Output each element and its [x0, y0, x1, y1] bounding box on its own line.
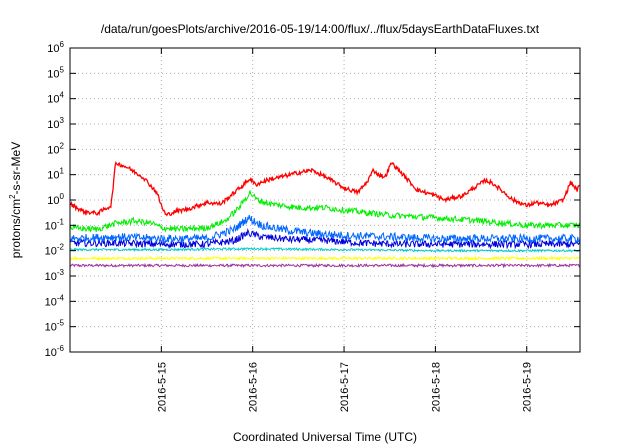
y-tick-label: 102 [47, 141, 64, 156]
y-tick-label: 100 [47, 192, 64, 207]
x-tick-label: 2016-5-17 [339, 362, 351, 412]
y-tick-label: 10-4 [45, 293, 65, 308]
series-line-1 [69, 190, 581, 233]
series-lines [69, 160, 581, 269]
y-tick-label: 104 [47, 91, 64, 106]
y-tick-label: 106 [47, 40, 64, 55]
y-tick-label: 10-2 [45, 243, 65, 258]
axis-ticks: 106 105 104 103 102 101 100 10-1 10-2 10-3 10-4 10-… [45, 40, 580, 412]
series-line-6 [69, 262, 580, 269]
y-tick-label: 10-5 [45, 319, 65, 334]
series-line-3 [69, 228, 581, 250]
series-line-5 [69, 255, 581, 262]
series-line-4 [69, 246, 581, 253]
y-tick-label: 101 [47, 167, 64, 182]
y-tick-label: 103 [47, 116, 64, 131]
x-axis-label: Coordinated Universal Time (UTC) [232, 430, 418, 444]
x-tick-label: 2016-5-18 [430, 362, 442, 412]
x-tick-label: 2016-5-19 [522, 362, 534, 412]
y-tick-label: 105 [47, 65, 64, 80]
series-line-2 [69, 214, 581, 244]
grid-lines [70, 48, 580, 352]
x-tick-label: 2016-5-16 [248, 362, 260, 412]
y-tick-label: 10-3 [45, 268, 65, 283]
y-tick-label: 10-6 [45, 344, 65, 359]
x-tick-label: 2016-5-15 [156, 362, 168, 412]
chart-title: /data/run/goesPlots/archive/2016-05-19/1… [100, 22, 540, 36]
series-line-0 [69, 160, 581, 217]
y-tick-label: 10-1 [45, 217, 65, 232]
y-axis-label: protons/cm2-s-sr-MeV [8, 142, 23, 258]
